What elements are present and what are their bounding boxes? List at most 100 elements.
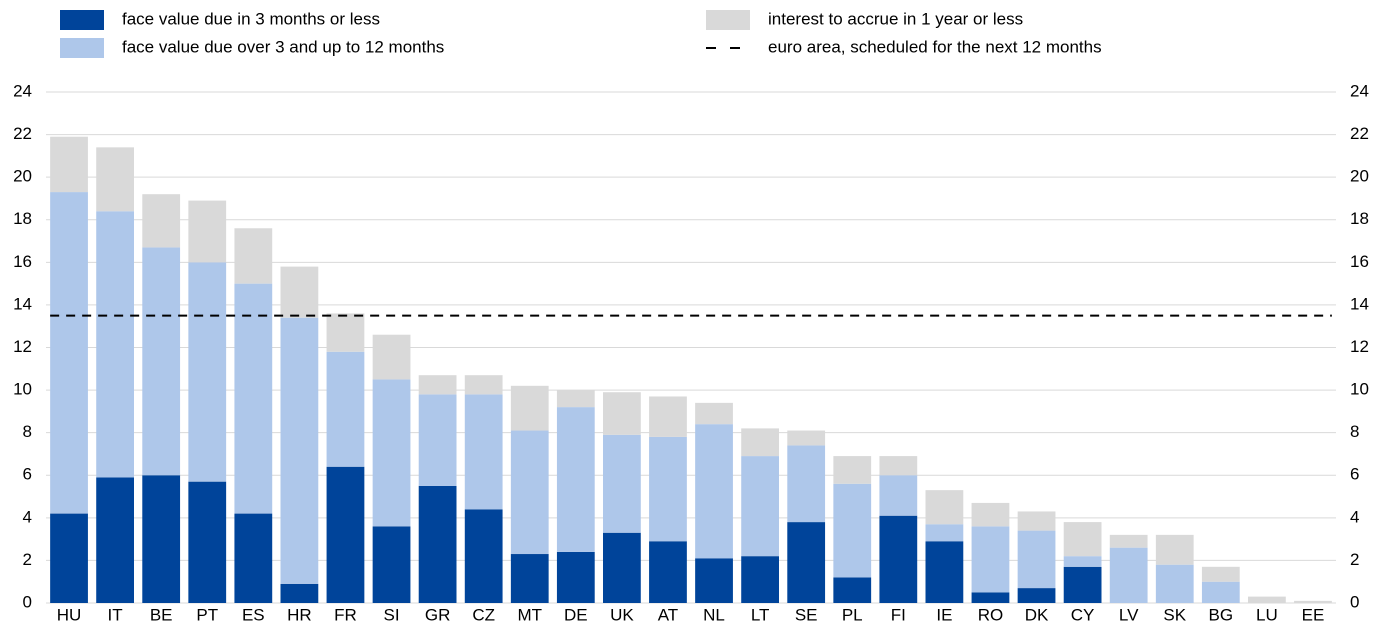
bar-segment xyxy=(96,477,134,603)
y-tick-label: 16 xyxy=(13,252,32,271)
bar-segment xyxy=(1109,534,1148,548)
bar-segment xyxy=(50,136,88,193)
x-tick-label: PL xyxy=(842,605,863,624)
bar-segment xyxy=(556,390,595,408)
bar-segment xyxy=(603,392,641,435)
y-tick-label: 6 xyxy=(23,465,32,484)
y2-tick-label: 20 xyxy=(1350,167,1369,186)
y2-tick-label: 22 xyxy=(1350,124,1369,143)
bar-segment xyxy=(649,541,687,603)
y-tick-label: 2 xyxy=(23,550,32,569)
legend-label: face value due in 3 months or less xyxy=(122,9,380,28)
bar-segment xyxy=(603,532,641,603)
x-tick-label: FI xyxy=(891,605,906,624)
bar-segment xyxy=(925,541,964,603)
legend-label: face value due over 3 and up to 12 month… xyxy=(122,37,444,56)
bar-segment xyxy=(1109,547,1148,603)
y2-tick-label: 2 xyxy=(1350,550,1359,569)
x-tick-label: BE xyxy=(150,605,173,624)
bar-segment xyxy=(879,456,918,476)
bar-segment xyxy=(326,351,365,467)
x-tick-label: DK xyxy=(1025,605,1049,624)
x-tick-label: LV xyxy=(1119,605,1139,624)
bar-segment xyxy=(879,515,918,603)
y-tick-label: 20 xyxy=(13,167,32,186)
bar-segment xyxy=(464,394,503,510)
bar-segment xyxy=(695,402,733,425)
x-tick-label: PT xyxy=(196,605,218,624)
y-tick-label: 14 xyxy=(13,294,32,313)
y-tick-label: 12 xyxy=(13,337,32,356)
bar-segment xyxy=(649,396,687,437)
y2-tick-label: 18 xyxy=(1350,209,1369,228)
x-tick-label: BG xyxy=(1209,605,1234,624)
bar-segment xyxy=(1017,530,1056,589)
bar-segment xyxy=(234,228,273,284)
x-tick-label: LT xyxy=(751,605,770,624)
x-tick-label: UK xyxy=(610,605,634,624)
bar-segment xyxy=(695,424,733,559)
y-tick-label: 22 xyxy=(13,124,32,143)
bar-segment xyxy=(971,592,1010,603)
x-tick-label: GR xyxy=(425,605,451,624)
x-tick-label: SE xyxy=(795,605,818,624)
x-tick-label: SK xyxy=(1163,605,1186,624)
bar-segment xyxy=(1017,588,1056,603)
bar-segment xyxy=(372,379,411,527)
bar-segment xyxy=(96,211,134,478)
bar-segment xyxy=(1063,522,1102,557)
x-tick-label: NL xyxy=(703,605,725,624)
bar-segment xyxy=(833,483,872,578)
bar-segment xyxy=(879,475,918,516)
bar-segment xyxy=(464,375,503,395)
bar-segment xyxy=(234,513,273,603)
bar-segment xyxy=(280,317,319,584)
bar-segment xyxy=(1155,534,1194,565)
bar-segment xyxy=(833,577,872,603)
x-tick-label: HR xyxy=(287,605,312,624)
bar-segment xyxy=(1201,566,1240,582)
x-tick-label: DE xyxy=(564,605,588,624)
bar-segment xyxy=(741,428,779,457)
bar-segment xyxy=(96,147,134,212)
y2-tick-label: 16 xyxy=(1350,252,1369,271)
x-tick-label: RO xyxy=(978,605,1004,624)
x-tick-label: FR xyxy=(334,605,357,624)
bar-segment xyxy=(556,551,595,603)
bar-segment xyxy=(741,456,779,557)
x-tick-label: HU xyxy=(57,605,82,624)
bar-segment xyxy=(372,526,411,603)
x-tick-label: IT xyxy=(108,605,123,624)
bar-segment xyxy=(326,466,365,603)
x-tick-label: CY xyxy=(1071,605,1095,624)
legend-label: euro area, scheduled for the next 12 mon… xyxy=(768,37,1102,56)
legend-swatch xyxy=(60,10,104,30)
bar-segment xyxy=(234,283,273,514)
y-tick-label: 18 xyxy=(13,209,32,228)
y-tick-label: 24 xyxy=(13,81,32,100)
bar-segment xyxy=(188,262,227,482)
bar-segment xyxy=(142,247,181,476)
bar-segment xyxy=(418,485,457,603)
bar-segment xyxy=(510,385,549,431)
x-tick-label: AT xyxy=(658,605,678,624)
y2-tick-label: 10 xyxy=(1350,380,1369,399)
bar-segment xyxy=(142,194,181,248)
bar-segment xyxy=(1155,564,1194,603)
bar-segment xyxy=(649,436,687,542)
x-tick-label: ES xyxy=(242,605,265,624)
bar-segment xyxy=(280,266,319,318)
bar-segment xyxy=(787,522,826,603)
y2-tick-label: 6 xyxy=(1350,465,1359,484)
bar-segment xyxy=(418,394,457,486)
x-tick-label: IE xyxy=(936,605,952,624)
y2-tick-label: 8 xyxy=(1350,422,1359,441)
bar-segment xyxy=(1017,511,1056,531)
bar-segment xyxy=(188,200,227,263)
bar-segment xyxy=(556,407,595,552)
x-tick-label: CZ xyxy=(472,605,495,624)
bar-segment xyxy=(925,524,964,542)
y-tick-label: 8 xyxy=(23,422,32,441)
